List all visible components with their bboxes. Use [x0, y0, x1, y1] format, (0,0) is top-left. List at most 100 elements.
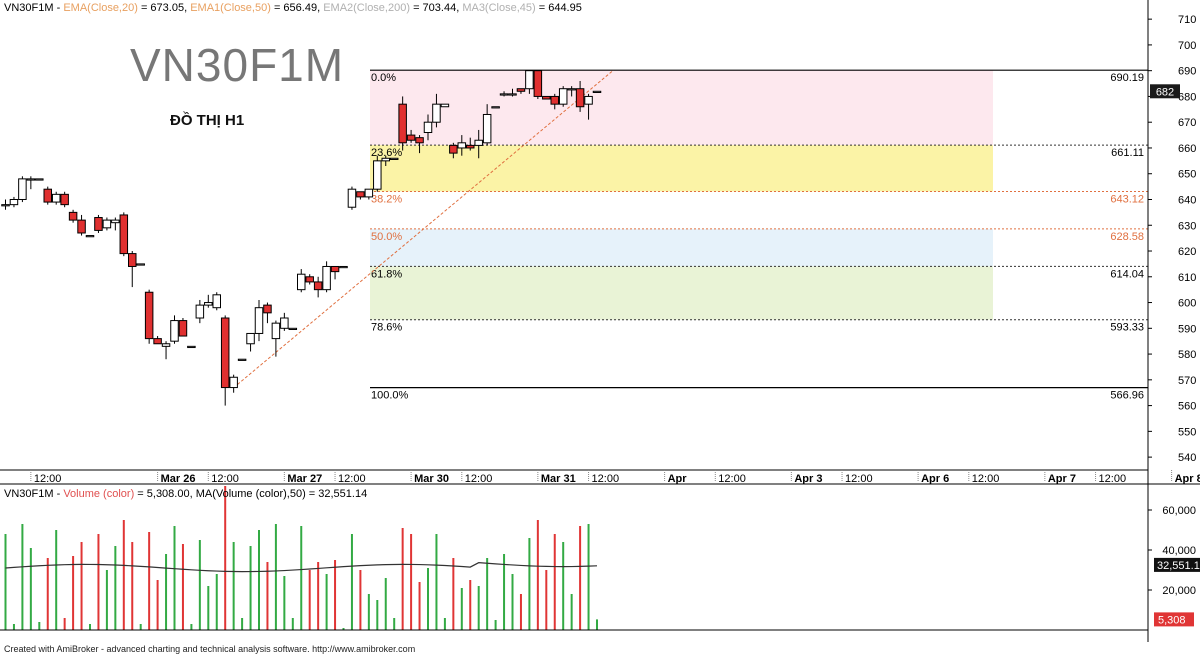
price-tick-label: 630 [1178, 220, 1196, 232]
volume-pane-header: VN30F1M - Volume (color) = 5,308.00, MA(… [4, 488, 368, 500]
price-tick-label: 570 [1178, 375, 1196, 387]
fib-level-value: 661.11 [1111, 147, 1144, 159]
candle-body [389, 157, 399, 160]
candle-body [423, 121, 433, 134]
volume-bar [435, 534, 438, 630]
candle-body [187, 345, 196, 349]
volume-bar [122, 520, 125, 630]
price-candles [1, 70, 602, 406]
fib-level-label: 38.2% [371, 193, 402, 205]
volume-bar [207, 586, 210, 630]
fib-level-value: 593.33 [1110, 322, 1144, 334]
candle-body [558, 88, 568, 105]
volume-symbol: VN30F1M [4, 488, 54, 500]
candle-body [491, 106, 500, 109]
candle-body [246, 332, 255, 345]
volume-bar [55, 530, 58, 630]
time-tick-label: 12:00 [211, 473, 239, 485]
time-tick-label: 12:00 [1099, 473, 1127, 485]
time-tick-label: 12:00 [718, 473, 746, 485]
candle-body [229, 376, 238, 389]
volume-bar [427, 568, 429, 630]
price-tick-label: 680 [1178, 91, 1196, 103]
volume-bar [401, 528, 404, 630]
volume-bar [469, 580, 472, 630]
candle-body [482, 113, 492, 144]
fib-band [370, 145, 993, 192]
price-tick-label: 640 [1178, 194, 1196, 206]
candle-body [271, 322, 281, 340]
volume-bar [274, 524, 277, 630]
volume-bar [283, 576, 286, 630]
candle-body [330, 265, 340, 273]
candle-body [584, 95, 593, 105]
candle-body [542, 95, 551, 100]
volume-bar [384, 578, 387, 630]
ema200-label: EMA2(Close,200) [323, 2, 411, 14]
footer-credit: Created with AmiBroker - advanced charti… [4, 644, 416, 654]
volume-ma-line [5, 562, 598, 573]
volume-bar [545, 570, 548, 630]
candle-body [381, 157, 390, 162]
volume-bar [198, 540, 201, 630]
price-tick-label: 700 [1178, 40, 1196, 52]
fib-level-label: 23.6% [371, 147, 402, 159]
candle-body [398, 103, 407, 144]
volume-bar [334, 560, 337, 630]
price-tick-label: 610 [1178, 272, 1196, 284]
volume-bar [224, 486, 227, 630]
price-tick-label: 560 [1178, 401, 1196, 413]
volume-bar [148, 532, 151, 630]
volume-bar [579, 526, 582, 630]
volume-bar [519, 594, 522, 630]
volume-bar [139, 624, 142, 630]
volume-bar [46, 558, 49, 630]
volume-bar [477, 586, 480, 630]
last-price-label: 682 [1156, 86, 1174, 98]
volume-bar [503, 554, 506, 630]
candle-body [449, 144, 458, 154]
volume-bar [494, 620, 497, 630]
price-tick-label: 600 [1178, 298, 1196, 310]
candle-body [153, 338, 162, 345]
fib-band [370, 228, 993, 267]
candle-body [128, 253, 137, 267]
candle-body [51, 193, 61, 203]
volume-tick-label: 60,000 [1162, 505, 1196, 517]
volume-bar [21, 524, 24, 630]
ma45-label: MA3(Close,45) [462, 2, 536, 14]
volume-bar [410, 534, 413, 630]
chart-axes: 540 550 560 570 580 590 600 610 620 630 640 650 660 6… [0, 0, 1200, 642]
candle-body [525, 70, 534, 90]
candle-body [212, 294, 221, 309]
time-tick-label: Mar 31 [541, 473, 576, 485]
candle-body [313, 281, 323, 291]
candle-body [144, 291, 154, 340]
volume-bar [258, 530, 260, 630]
volume-bar [587, 524, 590, 630]
time-tick-label: Apr 6 [921, 473, 949, 485]
volume-ma-tag [1154, 557, 1200, 572]
price-tick-label: 690 [1178, 66, 1196, 78]
candle-body [415, 137, 424, 144]
candle-body [102, 219, 112, 229]
price-tick-label: 590 [1178, 323, 1196, 335]
volume-bar [105, 570, 108, 630]
candle-body [1, 204, 10, 207]
ema50-label: EMA1(Close,50) [190, 2, 271, 14]
fib-level-value: 566.96 [1110, 390, 1144, 402]
volume-bar [418, 582, 421, 630]
price-tick-label: 540 [1178, 452, 1196, 464]
volume-bar [596, 619, 598, 630]
time-tick-label: 12:00 [845, 473, 873, 485]
price-tick-label: 550 [1178, 426, 1196, 438]
volume-bar [165, 554, 168, 630]
volume-bar [190, 624, 193, 630]
ema20-label: EMA(Close,20) [63, 2, 138, 14]
volume-bar [486, 558, 489, 630]
volume-bar [173, 526, 176, 630]
candle-body [322, 265, 331, 291]
volume-bar [215, 574, 218, 630]
time-tick-label: Mar 26 [161, 473, 196, 485]
candle-body [440, 103, 450, 108]
